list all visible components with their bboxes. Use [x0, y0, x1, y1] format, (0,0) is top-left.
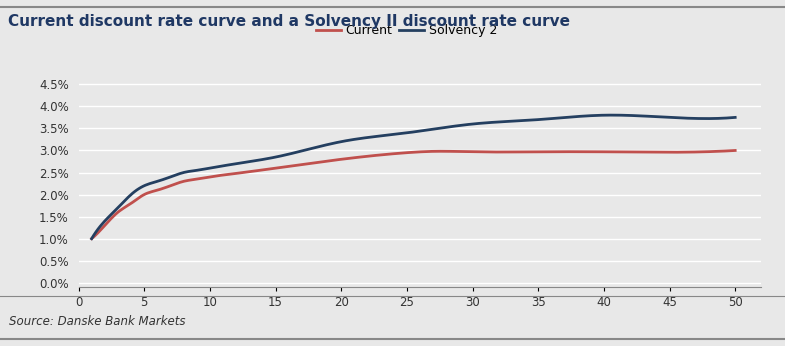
Current — [670, 150, 680, 154]
Solvency 2 — [468, 122, 477, 126]
Line: Current: Current — [92, 151, 736, 239]
Current — [468, 150, 477, 154]
Current — [731, 148, 740, 153]
Solvency 2 — [89, 233, 98, 237]
Current — [89, 235, 98, 239]
Line: Solvency 2: Solvency 2 — [92, 115, 736, 239]
Solvency 2 — [470, 122, 480, 126]
Solvency 2 — [731, 115, 740, 119]
Solvency 2 — [87, 237, 97, 241]
Solvency 2 — [631, 113, 641, 118]
Text: Source: Danske Bank Markets: Source: Danske Bank Markets — [9, 315, 186, 328]
Current — [87, 237, 97, 241]
Current — [480, 150, 490, 154]
Current — [470, 150, 480, 154]
Solvency 2 — [673, 116, 682, 120]
Current — [630, 150, 639, 154]
Text: Current discount rate curve and a Solvency II discount rate curve: Current discount rate curve and a Solven… — [8, 14, 570, 29]
Solvency 2 — [608, 113, 617, 117]
Legend: Current, Solvency 2: Current, Solvency 2 — [311, 19, 502, 42]
Solvency 2 — [480, 121, 490, 125]
